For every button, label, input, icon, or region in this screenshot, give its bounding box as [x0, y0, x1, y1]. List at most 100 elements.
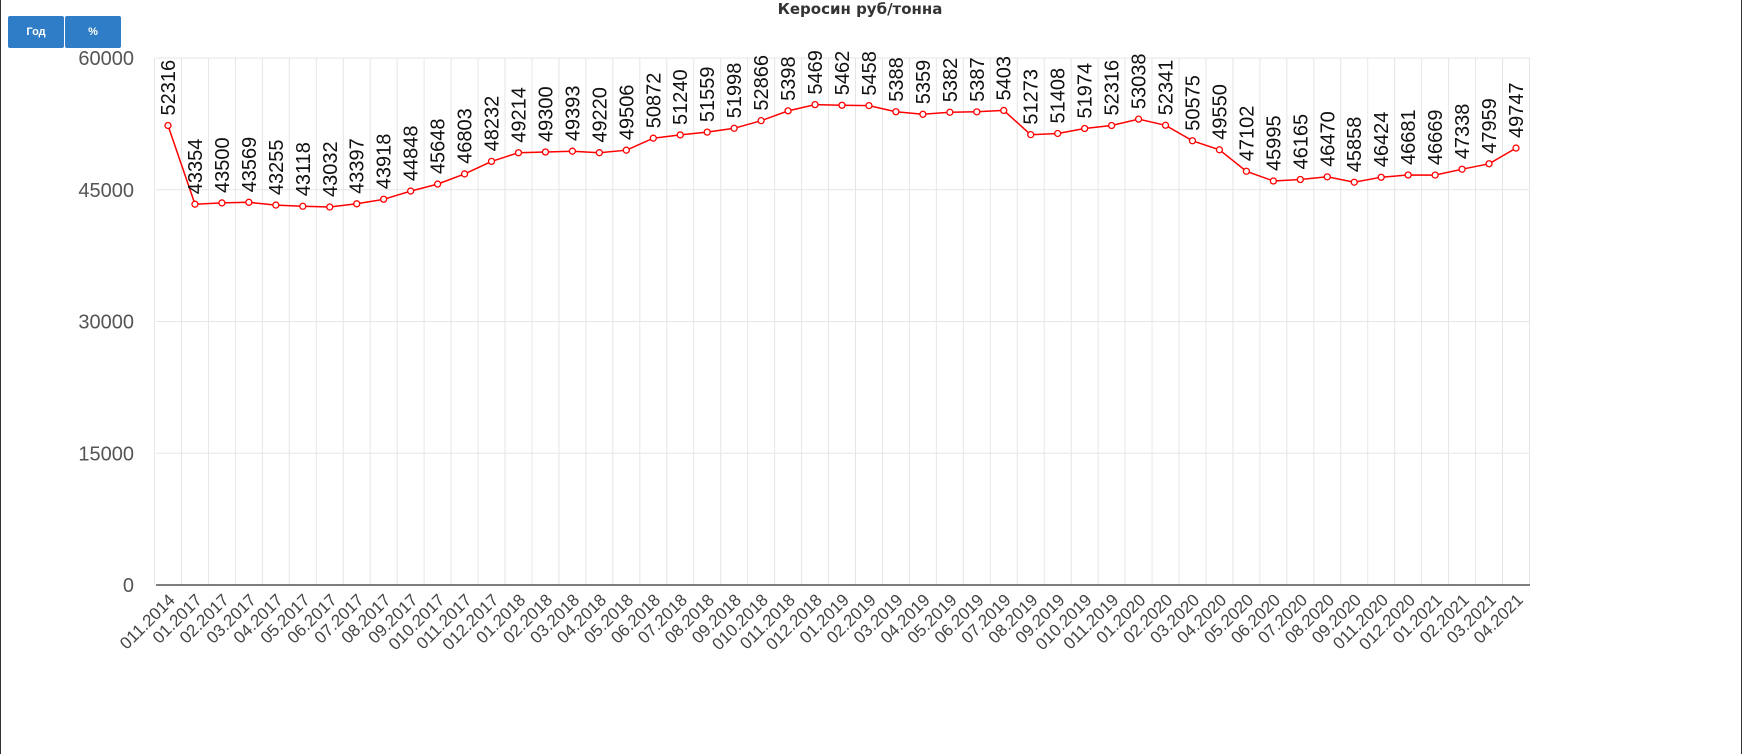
data-point	[595, 149, 604, 157]
data-label: 52866	[751, 55, 773, 111]
data-point	[865, 101, 873, 110]
year-button[interactable]: Год	[8, 16, 64, 48]
data-point	[1485, 160, 1493, 168]
data-point	[1188, 137, 1197, 145]
data-label: 5359	[913, 60, 935, 105]
data-label: 43500	[212, 137, 234, 193]
data-point	[1080, 124, 1089, 133]
series	[164, 100, 1520, 211]
data-label: 44848	[401, 125, 423, 181]
data-label: 47102	[1236, 106, 1258, 162]
data-point	[784, 107, 792, 115]
data-point	[406, 187, 415, 195]
chart-title: Керосин руб/тонна	[777, 0, 943, 18]
data-point	[1161, 121, 1170, 129]
data-label: 52316	[1102, 60, 1124, 116]
data-point	[541, 148, 550, 156]
data-label: 49506	[616, 85, 638, 141]
data-label: 51240	[670, 69, 692, 125]
data-point	[1027, 131, 1035, 139]
data-label: 47959	[1479, 98, 1501, 154]
data-point	[703, 128, 711, 136]
data-point	[1431, 171, 1439, 179]
data-label: 5387	[967, 57, 989, 102]
data-label: 46803	[455, 108, 477, 164]
data-label: 43397	[347, 138, 369, 194]
data-label: 45648	[428, 118, 450, 174]
data-label: 51273	[1021, 69, 1043, 125]
data-label-group: 52316 43354 43500 43569 43255 43118 43032 43397…	[158, 50, 1528, 197]
data-label: 49550	[1209, 84, 1231, 140]
data-label: 49393	[562, 86, 584, 142]
y-tick-label: 30000	[78, 312, 134, 334]
data-point	[1377, 173, 1385, 181]
data-label: 46669	[1425, 109, 1447, 165]
data-label: 49300	[535, 86, 557, 142]
data-point	[353, 200, 361, 208]
data-labels: 52316 43354 43500 43569 43255 43118 43032 43397…	[158, 50, 1528, 197]
data-label: 49747	[1506, 82, 1528, 138]
data-point	[1000, 106, 1008, 115]
data-point	[1215, 146, 1224, 154]
data-label: 50872	[643, 73, 665, 129]
data-label: 46424	[1371, 112, 1393, 168]
data-point	[838, 101, 846, 109]
data-point	[191, 200, 199, 208]
data-point	[919, 110, 927, 118]
data-label: 43032	[320, 141, 342, 197]
data-label: 48232	[482, 96, 504, 152]
data-point	[973, 108, 981, 116]
data-label: 5388	[886, 57, 908, 102]
data-point	[1350, 178, 1358, 186]
data-label: 5403	[994, 56, 1016, 101]
data-point	[676, 131, 684, 139]
data-label: 43354	[185, 139, 207, 195]
data-point	[245, 198, 253, 206]
data-point	[514, 149, 523, 157]
data-point	[1242, 167, 1251, 175]
percent-button[interactable]: %	[65, 16, 121, 48]
data-point	[1269, 177, 1278, 185]
data-label: 46470	[1317, 111, 1339, 167]
data-point	[622, 146, 630, 154]
data-label: 5382	[940, 58, 962, 103]
data-point	[487, 157, 496, 166]
data-label: 50575	[1182, 75, 1204, 131]
data-label: 47338	[1452, 104, 1474, 160]
data-point	[272, 201, 280, 209]
data-point	[1054, 129, 1062, 138]
data-point	[460, 170, 469, 178]
data-label: 43569	[239, 137, 261, 193]
data-point	[1458, 165, 1466, 173]
data-label: 51408	[1048, 68, 1070, 124]
data-point	[1404, 171, 1412, 179]
data-label: 51974	[1075, 63, 1097, 119]
data-point	[946, 108, 954, 116]
data-label: 45995	[1263, 115, 1285, 171]
data-label: 49214	[508, 87, 530, 143]
data-label: 52316	[158, 60, 180, 116]
grid	[154, 57, 1530, 585]
data-label: 46165	[1290, 114, 1312, 170]
data-point	[892, 108, 900, 116]
data-label: 43118	[293, 142, 315, 196]
data-label: 43918	[374, 134, 396, 190]
data-point	[568, 147, 577, 155]
data-label: 49220	[589, 87, 611, 143]
data-label: 53038	[1129, 54, 1151, 110]
data-label: 5469	[805, 50, 827, 95]
data-point	[218, 199, 226, 207]
y-tick-label: 0	[123, 575, 134, 597]
data-label: 5458	[859, 51, 881, 96]
data-label: 43255	[266, 139, 288, 195]
view-toggle: Год %	[8, 16, 121, 48]
data-point	[326, 203, 334, 211]
y-tick-label: 60000	[78, 48, 134, 70]
data-point	[164, 121, 172, 130]
data-point	[299, 202, 307, 210]
y-tick-label: 15000	[78, 443, 134, 465]
data-point	[433, 180, 442, 188]
data-label: 5462	[832, 51, 854, 96]
data-label: 45858	[1344, 117, 1366, 173]
